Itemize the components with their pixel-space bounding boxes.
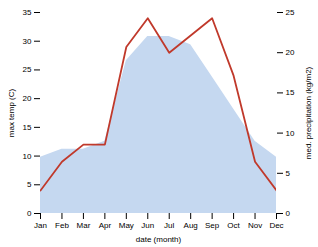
svg-text:Sep: Sep bbox=[205, 221, 220, 230]
svg-text:May: May bbox=[119, 221, 134, 230]
svg-text:5: 5 bbox=[27, 180, 32, 189]
svg-text:med. precipitation (kg/m2): med. precipitation (kg/m2) bbox=[304, 66, 313, 159]
svg-text:20: 20 bbox=[23, 94, 32, 103]
svg-text:Oct: Oct bbox=[227, 221, 240, 230]
svg-text:20: 20 bbox=[286, 48, 295, 57]
svg-text:15: 15 bbox=[23, 123, 32, 132]
svg-text:Jun: Jun bbox=[141, 221, 154, 230]
svg-text:30: 30 bbox=[23, 37, 32, 46]
svg-text:Feb: Feb bbox=[55, 221, 69, 230]
svg-text:35: 35 bbox=[23, 8, 32, 17]
svg-text:Dec: Dec bbox=[269, 221, 283, 230]
svg-text:date (month): date (month) bbox=[136, 235, 182, 244]
svg-text:Apr: Apr bbox=[99, 221, 112, 230]
svg-text:Aug: Aug bbox=[184, 221, 198, 230]
svg-text:Jul: Jul bbox=[164, 221, 174, 230]
svg-text:0: 0 bbox=[27, 209, 32, 218]
svg-text:5: 5 bbox=[286, 169, 291, 178]
svg-text:Jan: Jan bbox=[34, 221, 47, 230]
svg-text:0: 0 bbox=[286, 209, 291, 218]
svg-text:Nov: Nov bbox=[248, 221, 262, 230]
svg-text:25: 25 bbox=[23, 65, 32, 74]
svg-text:Mar: Mar bbox=[77, 221, 91, 230]
svg-text:25: 25 bbox=[286, 8, 295, 17]
svg-text:max temp (C): max temp (C) bbox=[7, 88, 16, 137]
svg-text:10: 10 bbox=[23, 152, 32, 161]
svg-text:10: 10 bbox=[286, 129, 295, 138]
svg-text:15: 15 bbox=[286, 88, 295, 97]
